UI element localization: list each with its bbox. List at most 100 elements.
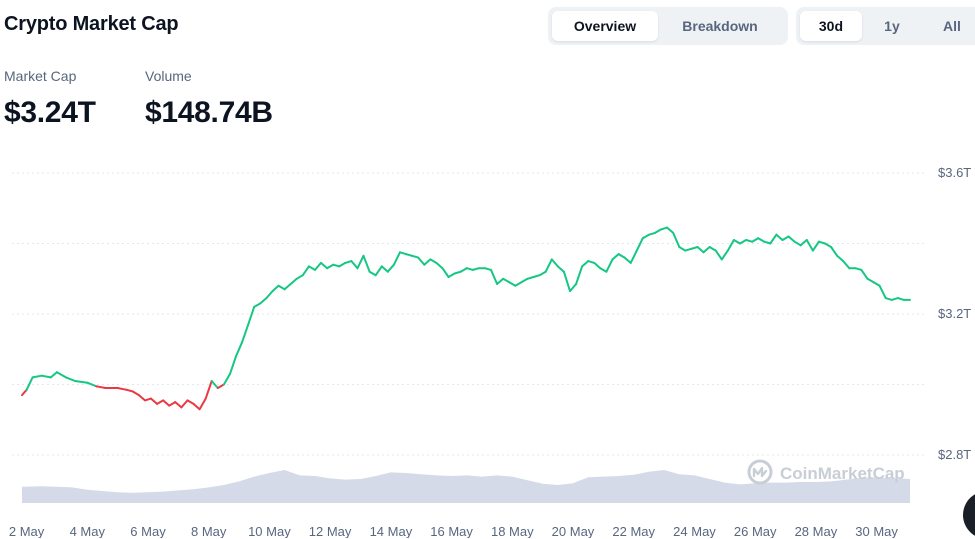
price-line-segment [392, 251, 401, 266]
price-line-segment [556, 265, 565, 273]
price-line-segment [186, 399, 195, 405]
x-tick-label: 28 May [795, 524, 838, 538]
price-line-segment [86, 381, 98, 388]
price-line-segment [726, 239, 735, 252]
price-line-segment [763, 240, 772, 245]
price-line-segment [526, 276, 535, 280]
x-tick-label: 6 May [130, 524, 166, 538]
price-line-segment [265, 290, 274, 300]
price-line-segment [380, 265, 389, 273]
tab-breakdown[interactable]: Breakdown [682, 18, 758, 34]
price-line-segment [247, 305, 256, 326]
watermark-text: CoinMarketCap [780, 464, 905, 483]
range-all-button[interactable]: All [943, 18, 961, 34]
price-line-segment [799, 239, 808, 247]
price-line-segment [660, 226, 669, 231]
price-line-segment [320, 261, 329, 270]
price-line-segment [599, 267, 608, 273]
price-line-segment [216, 383, 225, 389]
tab-overview[interactable]: Overview [552, 11, 658, 41]
range-1y-button[interactable]: 1y [884, 18, 900, 34]
price-line-segment [417, 256, 426, 266]
price-line-segment [714, 249, 723, 261]
price-line-segment [575, 265, 584, 285]
page-title: Crypto Market Cap [4, 13, 179, 35]
price-line-segment [411, 254, 420, 259]
price-line-segment [811, 240, 820, 252]
price-line-segment [241, 323, 250, 344]
x-tick-label: 14 May [370, 524, 413, 538]
price-line-segment [198, 397, 207, 411]
volume-area [22, 470, 910, 503]
price-line-segment [229, 355, 237, 375]
price-line-segment [277, 284, 286, 291]
market-cap-chart[interactable]: CoinMarketCap $3.6T $3.2T $2.8T 2 May 4 May… [0, 150, 975, 538]
price-line-segment [301, 265, 310, 277]
x-tick-label: 8 May [191, 524, 227, 538]
price-line-segment [757, 237, 766, 243]
price-line-segment [405, 253, 414, 257]
price-line-segment [654, 228, 663, 234]
price-line-segment [720, 249, 729, 261]
price-line-segment [386, 263, 395, 273]
volume-label: Volume [145, 68, 192, 84]
price-line-segment [532, 274, 541, 278]
price-line-segment [787, 235, 796, 243]
price-line-segment [55, 371, 67, 379]
price-line-segment [587, 260, 596, 264]
range-30d-button[interactable]: 30d [800, 11, 862, 41]
y-axis: $3.6T $3.2T $2.8T [938, 165, 971, 462]
x-tick-label: 16 May [430, 524, 473, 538]
price-line-segment [259, 297, 268, 305]
price-line-segment [283, 283, 292, 291]
price-line-segment [635, 237, 644, 252]
price-line-segment [31, 374, 43, 379]
price-line-segment [222, 372, 231, 386]
price-line-segment [581, 260, 590, 268]
grid-lines [12, 172, 925, 456]
price-line-segment [368, 270, 377, 277]
x-tick-label: 20 May [552, 524, 595, 538]
price-line-segment [235, 341, 244, 358]
x-tick-label: 4 May [70, 524, 106, 538]
price-line-segment [611, 253, 620, 261]
price-line-segment [775, 233, 784, 241]
price-line-segment [459, 267, 468, 273]
price-line-segment [617, 253, 626, 259]
price-line-segment [732, 239, 741, 245]
x-tick-label: 26 May [734, 524, 777, 538]
price-line-segment [739, 239, 748, 245]
price-line-segment [866, 277, 875, 284]
price-line-segment [210, 380, 219, 389]
price-line-segment [362, 254, 371, 273]
price-line-segment [137, 394, 146, 402]
price-line-segment [453, 270, 462, 275]
price-line-segment [793, 240, 802, 247]
price-line-segment [854, 267, 863, 271]
price-line-segment [332, 263, 341, 268]
help-chat-button[interactable] [963, 491, 975, 539]
price-line-segment [150, 397, 159, 405]
price-line-segment [25, 376, 34, 391]
price-line-segment [423, 258, 432, 266]
price-line-segment [271, 284, 280, 293]
price-line-segment [289, 277, 298, 285]
price-line-segment [350, 260, 359, 270]
price-line-segment [65, 376, 77, 382]
y-tick-label: $2.8T [938, 447, 971, 462]
price-line-segment [508, 281, 517, 287]
price-line-segment [95, 385, 107, 389]
price-line-segment [295, 274, 304, 280]
price-line-segment [399, 251, 407, 256]
price-line-segment [817, 240, 826, 245]
price-line-segment [192, 402, 201, 411]
price-line-segment [514, 281, 523, 287]
price-line-segment [623, 256, 632, 264]
view-toggle: Overview Breakdown [548, 7, 788, 45]
price-line-segment [116, 387, 128, 391]
price-line-segment [502, 277, 511, 284]
price-line-segment [144, 397, 152, 402]
price-line-segment [805, 239, 814, 252]
price-line-segment [338, 261, 347, 268]
price-line-segment [471, 267, 480, 271]
